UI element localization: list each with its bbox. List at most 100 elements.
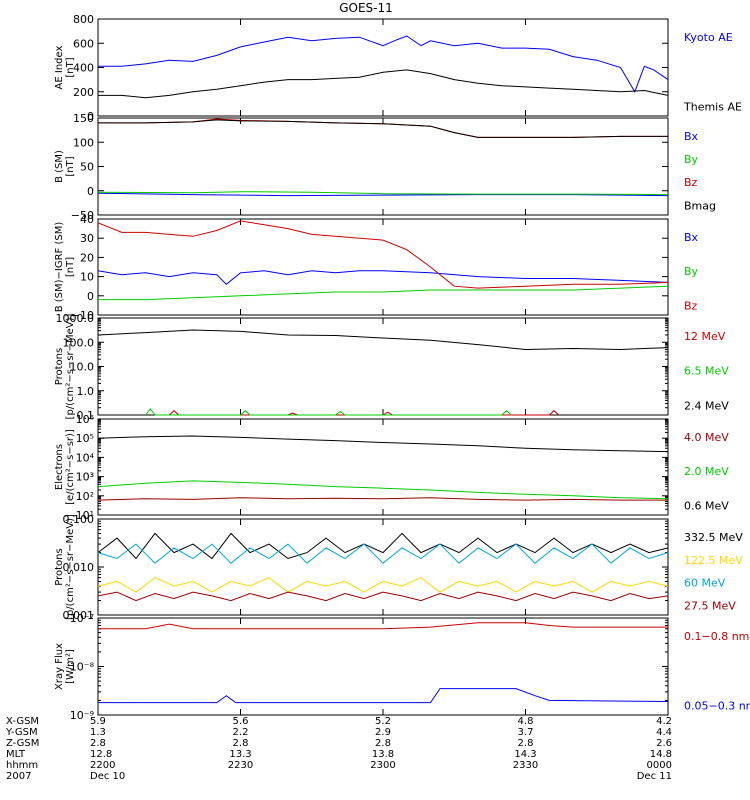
time-row-value: 2230 bbox=[228, 760, 253, 771]
legend-electrons-2: 0.6 MeV bbox=[684, 499, 729, 512]
series-bgrf-0 bbox=[97, 270, 669, 285]
y-axis-label: [p/(cm²−s−sr−MeV)] bbox=[65, 313, 76, 419]
series-ae-1 bbox=[98, 69, 669, 99]
y-tick-label: 10 bbox=[80, 271, 94, 284]
time-row-value: 2.9 bbox=[375, 727, 391, 738]
chart-title: GOES-11 bbox=[339, 1, 393, 15]
series-protons_high-0 bbox=[97, 532, 669, 560]
time-row-value: 14.3 bbox=[514, 749, 536, 760]
legend-bgrf-1: By bbox=[684, 265, 699, 278]
time-axis-table: X-GSM 5.9 5.6 5.2 4.8 4.2 Y-GSM 1.3 2.2 2.9 3.7 4.4… bbox=[5, 716, 672, 782]
time-row-label: MLT bbox=[6, 749, 26, 760]
panel-frame bbox=[97, 418, 669, 516]
legend-protons_low-1: 6.5 MeV bbox=[684, 365, 729, 378]
time-row-value: 2.8 bbox=[90, 738, 106, 749]
legend-bsm-3: Bmag bbox=[684, 199, 716, 212]
series-protons_high-3 bbox=[97, 591, 669, 602]
y-tick-label: 10.0 bbox=[70, 361, 95, 374]
legend-xray-1: 0.05−0.3 nm bbox=[684, 699, 750, 712]
series-xray-1 bbox=[98, 688, 669, 704]
y-tick-label: 0.1 bbox=[77, 409, 95, 422]
series-ae-0 bbox=[98, 35, 669, 93]
legend-bgrf-0: Bx bbox=[684, 231, 699, 244]
legend-bgrf-2: Bz bbox=[684, 299, 698, 312]
time-row-label: Y-GSM bbox=[5, 727, 38, 738]
legend-ae-1: Themis AE bbox=[683, 100, 742, 113]
y-axis-label: Electrons bbox=[54, 444, 65, 490]
series-protons_low-2 bbox=[97, 329, 669, 351]
time-row-value: 2200 bbox=[90, 760, 115, 771]
y-axis-label: Xray Flux bbox=[54, 643, 65, 690]
panel-xray: 10⁻⁹ 10⁻⁸ 10⁻⁷ Xray Flux [W/m²] 0.1−0.8 nm 0.0… bbox=[54, 612, 750, 722]
y-tick-label: −50 bbox=[71, 209, 94, 222]
time-row-value: 12.8 bbox=[90, 749, 112, 760]
y-axis-label: AE Index bbox=[54, 45, 65, 89]
y-axis-label: Protons bbox=[54, 348, 65, 385]
legend-protons_high-2: 60 MeV bbox=[684, 577, 726, 590]
legend-protons_high-0: 332.5 MeV bbox=[684, 531, 743, 544]
time-row-value: 4.8 bbox=[518, 716, 534, 727]
time-row-value: 13.3 bbox=[229, 749, 251, 760]
panel-bsm: −50 0 50 100 150 B (SM) [nT] Bx By Bz Bmag bbox=[54, 112, 716, 222]
time-row-value: 2330 bbox=[513, 760, 538, 771]
series-bgrf-2 bbox=[97, 220, 669, 289]
y-axis-label: [nT] bbox=[65, 57, 76, 77]
time-row-value: 2300 bbox=[370, 760, 395, 771]
y-tick-label: 0.001 bbox=[63, 609, 95, 622]
series-electrons-1 bbox=[97, 480, 669, 500]
panel-electrons: 10¹ 10² 10³ 10⁴ 10⁵ 10⁶ Electrons [e/(cm²−s−sr)… bbox=[54, 413, 729, 522]
panel-bgrf: −10 0 10 20 30 40 B (SM)−IGRF (SM) [nT] Bx By Bz bbox=[54, 213, 699, 322]
y-axis-label: [W/m²] bbox=[65, 649, 76, 684]
panel-frame bbox=[97, 518, 669, 616]
y-tick-label: 1000.0 bbox=[56, 312, 95, 325]
y-tick-label: 0.100 bbox=[63, 513, 95, 526]
y-tick-label: 10⁻⁸ bbox=[70, 661, 95, 674]
legend-ae-0: Kyoto AE bbox=[684, 31, 733, 44]
y-tick-label: 30 bbox=[80, 232, 94, 245]
y-tick-label: 100.0 bbox=[63, 336, 95, 349]
time-row-value: 5.9 bbox=[90, 716, 106, 727]
legend-electrons-1: 2.0 MeV bbox=[684, 465, 729, 478]
y-axis-label: [nT] bbox=[65, 257, 76, 277]
panel-frame bbox=[97, 317, 669, 416]
series-protons_high-2 bbox=[97, 543, 669, 564]
y-tick-label: 10⁻⁹ bbox=[70, 709, 94, 722]
y-tick-label: 40 bbox=[80, 213, 94, 226]
y-tick-label: 800 bbox=[73, 13, 94, 26]
panel-frame bbox=[97, 18, 669, 117]
time-row-value: 4.2 bbox=[656, 716, 672, 727]
y-tick-label: 0.010 bbox=[63, 561, 95, 574]
time-row-value: 2.2 bbox=[233, 727, 249, 738]
legend-protons_high-3: 27.5 MeV bbox=[684, 599, 736, 612]
series-bsm-3 bbox=[98, 119, 668, 138]
y-axis-label: [e/(cm²−s−sr)] bbox=[65, 429, 76, 505]
series-xray-0 bbox=[98, 622, 668, 630]
y-tick-label: 10⁵ bbox=[76, 432, 94, 445]
time-row-value: 2.6 bbox=[656, 738, 672, 749]
y-tick-label: 10⁻⁷ bbox=[70, 612, 94, 625]
time-row-label: hhmm bbox=[6, 760, 38, 771]
y-tick-label: 0 bbox=[87, 110, 94, 123]
y-tick-label: 200 bbox=[73, 86, 94, 99]
legend-bsm-0: Bx bbox=[684, 130, 699, 143]
series-protons_low-1 bbox=[145, 407, 512, 416]
y-tick-label: 1.0 bbox=[77, 385, 95, 398]
y-tick-label: 10⁴ bbox=[76, 451, 95, 464]
y-tick-label: 0 bbox=[87, 290, 94, 303]
y-tick-label: 10⁶ bbox=[76, 413, 95, 426]
time-row-label: 2007 bbox=[6, 771, 31, 782]
series-protons_high-1 bbox=[97, 577, 669, 593]
y-axis-label: B (SM)−IGRF (SM) bbox=[54, 222, 65, 313]
y-tick-label: −10 bbox=[71, 309, 94, 322]
y-tick-label: 10² bbox=[76, 490, 94, 503]
y-tick-label: 600 bbox=[73, 37, 94, 50]
panel-frame bbox=[97, 218, 669, 316]
y-axis-label: [p/(cm²−s−sr−MeV)] bbox=[65, 514, 76, 620]
series-electrons-0 bbox=[97, 497, 668, 501]
y-tick-label: 20 bbox=[80, 251, 94, 264]
time-row-value: Dec 10 bbox=[90, 771, 125, 782]
time-row-value: 2.8 bbox=[233, 738, 249, 749]
legend-bsm-2: Bz bbox=[684, 176, 698, 189]
